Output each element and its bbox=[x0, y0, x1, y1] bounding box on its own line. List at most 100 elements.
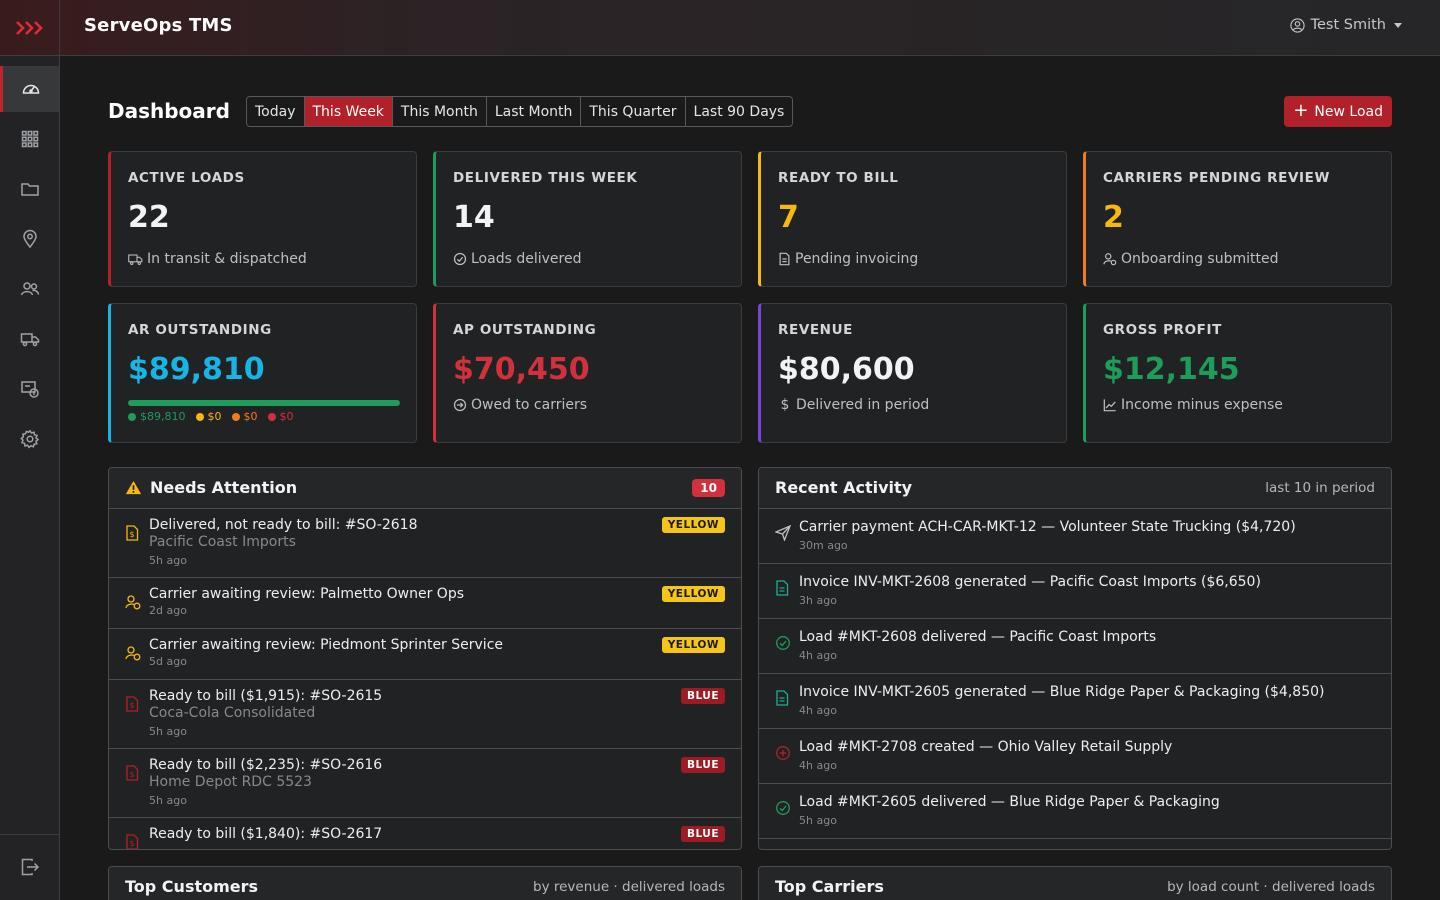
range-last-90-days-button[interactable]: Last 90 Days bbox=[693, 103, 785, 120]
folder-icon bbox=[20, 183, 39, 196]
activity-time: 5h ago bbox=[799, 814, 837, 827]
user-name: Test Smith bbox=[1310, 17, 1386, 33]
new-load-button[interactable]: + New Load bbox=[1284, 96, 1392, 127]
stat-card-revenue[interactable]: Revenue $80,600 $ Delivered in period bbox=[758, 303, 1067, 443]
stat-sub-text: Onboarding submitted bbox=[1121, 251, 1279, 267]
ar-aging-progress-bar bbox=[128, 400, 400, 406]
svg-text:$: $ bbox=[129, 839, 134, 848]
activity-item[interactable]: Load #MKT-2708 created — Ohio Valley Ret… bbox=[759, 729, 1391, 784]
svg-text:$: $ bbox=[129, 770, 134, 779]
sidebar-item-settings[interactable] bbox=[0, 416, 59, 462]
stat-card-ap-outstanding[interactable]: AP Outstanding $70,450 Owed to carriers bbox=[433, 303, 742, 443]
stat-card-ar-outstanding[interactable]: AR Outstanding $89,810 $89,810 $0 $0 $0 bbox=[108, 303, 417, 443]
stat-label: Gross Profit bbox=[1103, 322, 1222, 338]
attention-item[interactable]: Carrier awaiting review: Piedmont Sprint… bbox=[109, 629, 741, 680]
chevrons-logo-icon bbox=[15, 21, 43, 35]
legend-entry: $0 bbox=[267, 410, 294, 423]
date-range-selector: Today This Week This Month Last Month Th… bbox=[246, 96, 794, 127]
svg-text:$: $ bbox=[129, 701, 134, 710]
stat-sub: In transit & dispatched bbox=[128, 251, 307, 267]
sidebar-item-users[interactable] bbox=[0, 266, 59, 312]
chevron-down-icon bbox=[1394, 23, 1402, 28]
line-chart-icon bbox=[1103, 399, 1116, 412]
panel-title: Needs Attention bbox=[125, 478, 297, 497]
recent-activity-panel: Recent Activity last 10 in period Carrie… bbox=[758, 467, 1392, 850]
truck-icon bbox=[128, 253, 143, 265]
severity-badge: BLUE bbox=[680, 757, 725, 773]
stat-card-delivered[interactable]: Delivered This Week 14 Loads delivered bbox=[433, 151, 742, 287]
sidebar-item-locations[interactable] bbox=[0, 216, 59, 262]
check-circle-icon bbox=[776, 636, 790, 650]
top-carriers-panel: Top Carriers by load count · delivered l… bbox=[758, 866, 1392, 900]
severity-badge: YELLOW bbox=[661, 637, 725, 653]
activity-item[interactable]: Invoice INV-MKT-2608 generated — Pacific… bbox=[759, 564, 1391, 619]
range-this-week-button[interactable]: This Week bbox=[304, 97, 393, 126]
legend-entry: $0 bbox=[195, 410, 222, 423]
severity-badge: BLUE bbox=[680, 826, 725, 842]
range-this-quarter-button[interactable]: This Quarter bbox=[581, 97, 686, 126]
severity-badge: YELLOW bbox=[661, 517, 725, 533]
send-icon bbox=[775, 525, 791, 541]
activity-item[interactable]: Invoice INV-MKT-2605 generated — Blue Ri… bbox=[759, 674, 1391, 729]
sidebar-item-loads[interactable] bbox=[0, 316, 59, 362]
attention-title: Ready to bill ($1,840): #SO-2617 bbox=[149, 826, 383, 842]
user-clock-icon bbox=[125, 595, 141, 610]
attention-sub: Pacific Coast Imports bbox=[149, 534, 296, 550]
stat-sub-text: In transit & dispatched bbox=[147, 251, 307, 267]
user-circle-icon bbox=[1289, 17, 1305, 33]
invoice-icon bbox=[776, 580, 789, 596]
document-alert-icon: $ bbox=[126, 525, 139, 541]
sidebar-item-logout[interactable] bbox=[0, 844, 59, 890]
sidebar-item-dashboard[interactable] bbox=[0, 66, 59, 112]
billing-icon bbox=[20, 381, 39, 398]
stat-label: Ready to Bill bbox=[778, 170, 899, 186]
stat-sub-text: Income minus expense bbox=[1121, 397, 1283, 413]
activity-text: Load #MKT-2708 created — Ohio Valley Ret… bbox=[799, 739, 1173, 755]
legend-text: $0 bbox=[207, 410, 222, 423]
activity-text: Load #MKT-2608 delivered — Pacific Coast… bbox=[799, 629, 1157, 645]
activity-item[interactable]: Load #MKT-2608 delivered — Pacific Coast… bbox=[759, 619, 1391, 674]
attention-item[interactable]: Carrier awaiting review: Palmetto Owner … bbox=[109, 578, 741, 629]
legend-entry: $89,810 bbox=[128, 410, 186, 423]
activity-item[interactable]: Carrier payment ACH-CAR-MKT-12 — Volunte… bbox=[759, 509, 1391, 564]
sidebar-item-billing[interactable] bbox=[0, 366, 59, 412]
attention-count-badge: 10 bbox=[692, 479, 725, 497]
legend-dot bbox=[231, 412, 240, 421]
check-circle-icon bbox=[776, 801, 790, 815]
stat-label: Active Loads bbox=[128, 170, 245, 186]
sidebar-item-files[interactable] bbox=[0, 166, 59, 212]
attention-time: 2d ago bbox=[149, 604, 187, 617]
activity-time: 4h ago bbox=[799, 649, 837, 662]
severity-badge: BLUE bbox=[680, 688, 725, 704]
sidebar-item-apps[interactable] bbox=[0, 116, 59, 162]
stat-card-gross-profit[interactable]: Gross Profit $12,145 Income minus expens… bbox=[1083, 303, 1392, 443]
attention-item[interactable]: $ Ready to bill ($1,915): #SO-2615 Coca-… bbox=[109, 680, 741, 749]
attention-time: 5h ago bbox=[149, 725, 187, 738]
stat-value: $70,450 bbox=[453, 352, 590, 387]
activity-text: Invoice INV-MKT-2605 generated — Blue Ri… bbox=[799, 684, 1325, 700]
legend-dot bbox=[128, 412, 136, 421]
attention-item[interactable]: $ Delivered, not ready to bill: #SO-2618… bbox=[109, 509, 741, 578]
attention-item[interactable]: $ Ready to bill ($1,840): #SO-2617 BLUE bbox=[109, 818, 741, 849]
user-gear-icon bbox=[1103, 253, 1117, 266]
range-this-month-button[interactable]: This Month bbox=[393, 97, 487, 126]
attention-sub: Home Depot RDC 5523 bbox=[149, 774, 312, 790]
legend-text: $0 bbox=[279, 410, 294, 423]
user-menu[interactable]: Test Smith bbox=[1289, 17, 1402, 33]
sidebar bbox=[0, 56, 60, 900]
needs-attention-panel: Needs Attention 10 $ Delivered, not read… bbox=[108, 467, 742, 850]
stat-sub: Income minus expense bbox=[1103, 397, 1283, 413]
range-today-button[interactable]: Today bbox=[247, 97, 305, 126]
document-bill-icon: $ bbox=[126, 765, 139, 781]
attention-item[interactable]: $ Ready to bill ($2,235): #SO-2616 Home … bbox=[109, 749, 741, 818]
activity-item[interactable]: Load #MKT-2605 delivered — Blue Ridge Pa… bbox=[759, 784, 1391, 839]
stat-card-active-loads[interactable]: Active Loads 22 In transit & dispatched bbox=[108, 151, 417, 287]
stat-label: Delivered This Week bbox=[453, 170, 638, 186]
brand-name: ServeOps TMS bbox=[84, 15, 233, 36]
stat-sub: Onboarding submitted bbox=[1103, 251, 1278, 267]
severity-badge: YELLOW bbox=[661, 586, 725, 602]
stat-card-ready-to-bill[interactable]: Ready to Bill 7 Pending invoicing bbox=[758, 151, 1067, 287]
stat-card-carriers-pending[interactable]: Carriers Pending Review 2 Onboarding sub… bbox=[1083, 151, 1392, 287]
range-last-month-button[interactable]: Last Month bbox=[487, 97, 582, 126]
logo[interactable] bbox=[0, 0, 60, 56]
